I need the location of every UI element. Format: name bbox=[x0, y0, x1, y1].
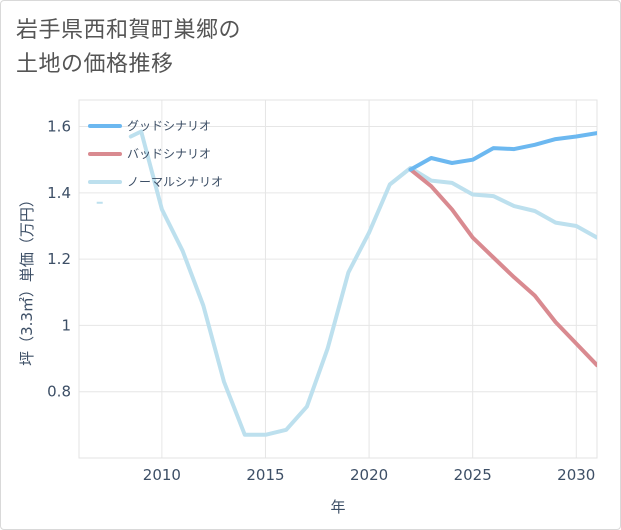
y-tick-label: 1.4 bbox=[47, 184, 71, 202]
x-tick-label: 2020 bbox=[350, 466, 388, 484]
x-tick-label: 2030 bbox=[557, 466, 595, 484]
y-axis-label: 坪（3.3㎡）単価（万円） bbox=[18, 192, 36, 366]
series-line-1 bbox=[408, 167, 597, 368]
plot-border bbox=[78, 99, 598, 459]
y-tick-label: 1.2 bbox=[47, 250, 71, 268]
y-tick-label: 0.8 bbox=[47, 383, 71, 401]
series-line-0 bbox=[408, 131, 597, 172]
y-ticks: 0.8 1 1.2 1.4 1.6 bbox=[47, 118, 71, 401]
x-tick-label: 2010 bbox=[143, 466, 181, 484]
legend-label: バッドシナリオ bbox=[127, 147, 211, 161]
x-tick-label: 2015 bbox=[246, 466, 284, 484]
y-tick-label: 1 bbox=[61, 316, 71, 334]
series-lines bbox=[96, 129, 597, 437]
x-axis-label: 年 bbox=[330, 498, 345, 516]
chart-title-line2: 土地の価格推移 bbox=[16, 52, 174, 77]
series-line-2 bbox=[128, 129, 597, 437]
legend-label: ノーマルシナリオ bbox=[127, 175, 223, 189]
x-tick-label: 2025 bbox=[454, 466, 492, 484]
chart-title: 岩手県西和賀町巣郷の 土地の価格推移 bbox=[16, 14, 241, 82]
legend-label: グッドシナリオ bbox=[127, 119, 211, 133]
x-ticks: 2010 2015 2020 2025 2030 bbox=[143, 466, 596, 484]
chart-title-line1: 岩手県西和賀町巣郷の bbox=[16, 18, 242, 43]
y-tick-label: 1.6 bbox=[47, 118, 71, 136]
